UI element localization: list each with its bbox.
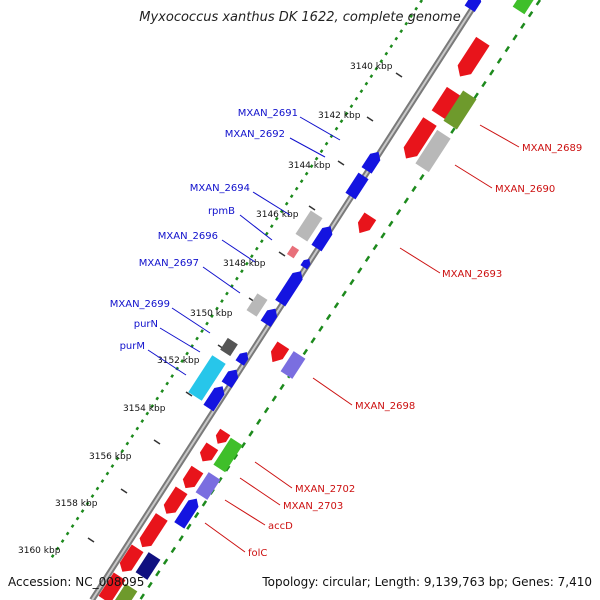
gene-arrow-purm	[188, 355, 226, 401]
gene-label-mxan-2693: MXAN_2693	[442, 269, 502, 280]
tick-label-3152: 3152 kbp	[157, 356, 200, 366]
gene-arrow-mxan-2696	[300, 258, 311, 270]
tick-mark-3148	[278, 251, 286, 257]
tick-label-3140: 3140 kbp	[350, 62, 393, 72]
gene-arrow-mxan-2700	[203, 386, 225, 412]
tick-label-3156: 3156 kbp	[89, 452, 132, 462]
gene-features	[98, 0, 536, 600]
accession-text: Accession: NC_008095	[8, 575, 145, 589]
tick-mark-3156	[153, 439, 161, 445]
gene-arrow-mxan-2703	[199, 442, 219, 462]
gene-arrow-top-red	[457, 36, 490, 77]
gene-label-mxan-2690: MXAN_2690	[495, 184, 555, 195]
gene-label-mxan-2697: MXAN_2697	[139, 258, 199, 269]
gene-arrow-red-4	[182, 465, 204, 489]
tick-mark-3146	[308, 205, 316, 211]
gene-label-mxan-2703: MXAN_2703	[283, 501, 343, 512]
gene-arrow-purn	[235, 352, 249, 366]
gene-arrow-mxan-2689	[431, 86, 461, 120]
gene-arrow-green-bottom	[114, 583, 138, 600]
gene-arrow-mxan-2702	[213, 437, 243, 473]
gene-label-mxan-2702: MXAN_2702	[295, 484, 355, 495]
tick-label-3148: 3148 kbp	[223, 259, 266, 269]
gene-arrow-purn-dark	[220, 337, 238, 357]
map-title: Myxococcus xanthus DK 1622, complete gen…	[139, 10, 461, 25]
gene-arrow-accd	[195, 472, 221, 500]
gene-arrow-lower-navy	[135, 552, 161, 580]
tick-label-3142: 3142 kbp	[318, 111, 361, 121]
gene-arrow-red-3	[215, 428, 231, 444]
gene-label-rpmb: rpmB	[208, 206, 235, 217]
gene-arrow-mxan-2698b	[280, 351, 306, 379]
gene-label-purm: purM	[120, 341, 145, 352]
kbp-tick-labels: 3140 kbp 3142 kbp 3144 kbp 3146 kbp 3148…	[18, 62, 393, 556]
kbp-tick-marks	[87, 72, 403, 543]
gene-arrow-red-6	[139, 513, 168, 548]
gene-arrow-purm-2	[221, 369, 239, 388]
gene-arrow-mxan-2693	[357, 212, 377, 234]
gene-arrow-mxan-2698	[270, 341, 290, 363]
tick-label-3144: 3144 kbp	[288, 161, 331, 171]
gene-arrow-top-blue	[464, 0, 482, 12]
label-leaders-left	[147, 116, 341, 376]
gene-label-mxan-2698: MXAN_2698	[355, 401, 415, 412]
gene-arrow-red-2	[403, 117, 437, 159]
tick-mark-3160	[87, 537, 95, 543]
gene-arrow-mxan-2691	[361, 151, 381, 174]
label-leaders-right	[204, 124, 520, 553]
gene-label-purn: purN	[134, 319, 158, 330]
gene-labels-right: MXAN_2689 MXAN_2690 MXAN_2693 MXAN_2698 …	[248, 143, 582, 559]
gene-label-accd: accD	[268, 521, 293, 532]
gene-labels-left: MXAN_2691 MXAN_2692 MXAN_2694 rpmB MXAN_…	[110, 108, 298, 352]
gene-arrow-olive	[443, 90, 477, 130]
topology-text: Topology: circular; Length: 9,139,763 bp…	[262, 575, 592, 589]
gene-arrow-green-top	[512, 0, 536, 15]
gene-arrow-folc	[174, 498, 199, 529]
gene-arrow-mxan-2699	[260, 308, 278, 327]
tick-label-3158: 3158 kbp	[55, 499, 98, 509]
gene-label-mxan-2699: MXAN_2699	[110, 299, 170, 310]
gene-label-mxan-2689: MXAN_2689	[522, 143, 582, 154]
tick-mark-3154	[185, 391, 193, 397]
gene-label-mxan-2691: MXAN_2691	[238, 108, 298, 119]
tick-label-3150: 3150 kbp	[190, 309, 233, 319]
gene-arrow-red-8	[98, 572, 126, 600]
tick-mark-3140	[395, 72, 403, 78]
gene-arrow-red-7	[119, 544, 144, 572]
tick-mark-3144	[337, 160, 345, 166]
gene-label-mxan-2694: MXAN_2694	[190, 183, 250, 194]
gene-label-mxan-2696: MXAN_2696	[158, 231, 218, 242]
gc-outer-line	[48, 0, 424, 561]
gene-arrow-rna-2	[246, 293, 268, 317]
tick-label-3160: 3160 kbp	[18, 546, 61, 556]
gene-label-mxan-2692: MXAN_2692	[225, 129, 285, 140]
gene-arrow-mxan-2694	[311, 226, 333, 252]
gene-label-folc: folC	[248, 548, 267, 559]
tick-label-3146: 3146 kbp	[256, 210, 299, 220]
gene-arrow-rpmb	[286, 245, 300, 259]
gene-arrow-mxan-2697	[275, 271, 303, 307]
gene-arrow-red-5	[163, 486, 188, 514]
tick-mark-3158	[120, 488, 128, 494]
tick-label-3154: 3154 kbp	[123, 404, 166, 414]
tick-mark-3142	[366, 116, 374, 122]
gene-arrow-mxan-2692	[345, 172, 369, 200]
gc-content-track	[48, 0, 542, 600]
gene-arrow-mxan-2690	[415, 129, 451, 173]
gene-arrow-rna-1	[295, 210, 323, 242]
